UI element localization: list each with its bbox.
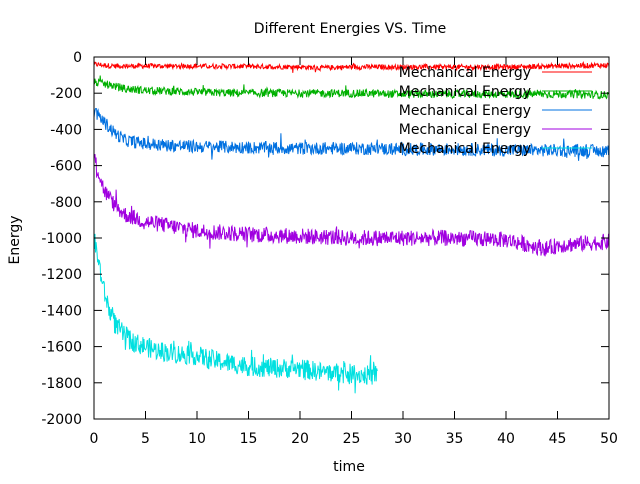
y-tick-label: -1600 xyxy=(41,340,82,356)
y-tick-label: -800 xyxy=(50,195,82,211)
x-tick-label: 30 xyxy=(394,431,412,447)
y-axis-label: Energy xyxy=(7,215,23,264)
y-tick-label: -1400 xyxy=(41,303,82,319)
y-tick-label: -400 xyxy=(50,122,82,138)
legend-label-5: Mechanical Energy xyxy=(399,141,531,157)
y-tick-label: -200 xyxy=(50,86,82,102)
x-tick-label: 35 xyxy=(446,431,464,447)
x-tick-label: 25 xyxy=(343,431,361,447)
x-tick-label: 15 xyxy=(240,431,258,447)
chart-title: Different Energies VS. Time xyxy=(254,21,446,37)
series-line-1 xyxy=(93,61,610,73)
series-layer xyxy=(93,61,610,394)
y-tick-label: -600 xyxy=(50,159,82,175)
y-tick-label: -1800 xyxy=(41,376,82,392)
series-line-4 xyxy=(93,154,610,257)
x-tick-label: 5 xyxy=(141,431,150,447)
x-tick-label: 10 xyxy=(188,431,206,447)
legend-label-4: Mechanical Energy xyxy=(399,122,531,138)
x-tick-label: 50 xyxy=(600,431,618,447)
series-line-3 xyxy=(93,108,610,161)
x-tick-label: 40 xyxy=(497,431,515,447)
legend-label-2: Mechanical Energy xyxy=(399,84,531,100)
legend: Mechanical Energy Mechanical Energy Mechan… xyxy=(399,65,592,157)
x-tick-label: 20 xyxy=(291,431,309,447)
series-line-2 xyxy=(93,75,610,100)
y-tick-label: -2000 xyxy=(41,412,82,428)
x-tick-label: 45 xyxy=(549,431,567,447)
y-tick-label: -1200 xyxy=(41,267,82,283)
axes-layer: 0 5 10 15 20 25 30 35 40 45 50 0 -200 -400 -600 -800 -10… xyxy=(41,50,618,447)
series-line-5 xyxy=(93,233,378,394)
y-tick-label: -1000 xyxy=(41,231,82,247)
x-tick-label: 0 xyxy=(90,431,99,447)
legend-label-1: Mechanical Energy xyxy=(399,65,531,81)
legend-label-3: Mechanical Energy xyxy=(399,103,531,119)
y-tick-label: 0 xyxy=(73,50,82,66)
x-axis-label: time xyxy=(333,459,365,475)
